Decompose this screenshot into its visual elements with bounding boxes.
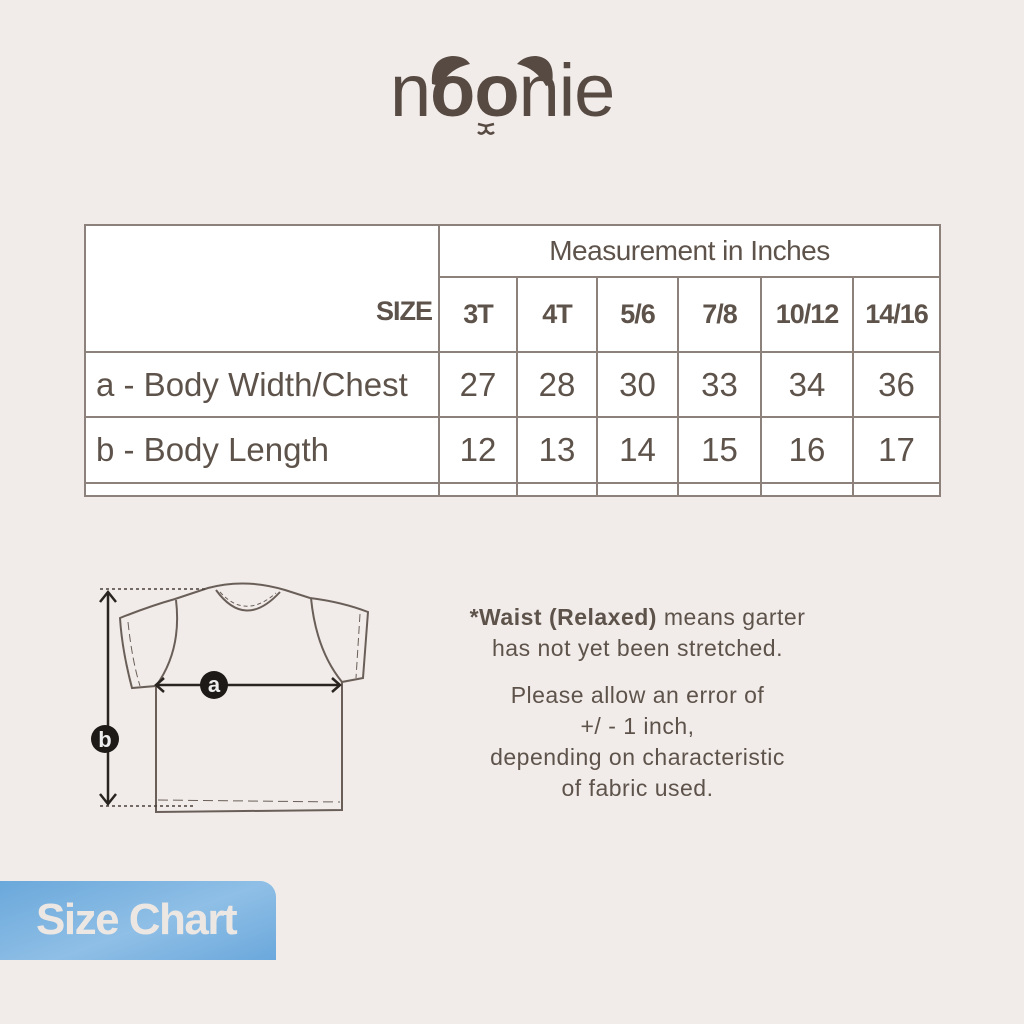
marker-b-icon — [91, 725, 119, 753]
table-cell: 28 — [516, 351, 598, 418]
error-note: Please allow an error of — [510, 682, 765, 708]
table-row-empty — [84, 482, 941, 497]
table-cell: 33 — [677, 351, 762, 418]
table-cell: 36 — [852, 351, 941, 418]
table-cell: 13 — [516, 416, 598, 484]
panda-face-icon — [431, 56, 553, 135]
brand-logo: noonie — [390, 50, 640, 145]
size-column-header: 7/8 — [677, 276, 762, 353]
table-cell: 17 — [852, 416, 941, 484]
size-chart-badge: Size Chart — [0, 881, 276, 960]
measurement-header: Measurement in Inches — [438, 224, 941, 278]
marker-a-icon — [200, 671, 228, 699]
size-header: SIZE — [84, 224, 440, 353]
marker-b-label: b — [98, 727, 111, 752]
size-column-header: 14/16 — [852, 276, 941, 353]
tshirt-diagram: a b — [91, 582, 370, 814]
error-note: of fabric used. — [561, 775, 714, 801]
table-cell: 14 — [596, 416, 679, 484]
table-cell: 15 — [677, 416, 762, 484]
waist-note: *Waist (Relaxed) means garter — [469, 604, 806, 630]
table-cell: 34 — [760, 351, 854, 418]
marker-a-label: a — [208, 672, 221, 697]
size-table: SIZE Measurement in Inches 3T 4T 5/6 7/8… — [84, 224, 941, 497]
size-column-header: 4T — [516, 276, 598, 353]
row-label: b - Body Length — [84, 416, 440, 484]
error-note: +/ - 1 inch, — [580, 713, 695, 739]
size-column-header: 10/12 — [760, 276, 854, 353]
waist-note-line2: has not yet been stretched. — [492, 635, 783, 661]
table-cell: 16 — [760, 416, 854, 484]
notes: *Waist (Relaxed) means garter has not ye… — [400, 602, 875, 804]
row-label: a - Body Width/Chest — [84, 351, 440, 418]
logo-text: noonie — [390, 49, 615, 132]
table-cell: 12 — [438, 416, 518, 484]
table-cell: 27 — [438, 351, 518, 418]
table-row: a - Body Width/Chest 27 28 30 33 34 36 — [84, 351, 941, 418]
table-cell: 30 — [596, 351, 679, 418]
error-note: depending on characteristic — [490, 744, 785, 770]
size-column-header: 5/6 — [596, 276, 679, 353]
size-column-header: 3T — [438, 276, 518, 353]
table-row: b - Body Length 12 13 14 15 16 17 — [84, 416, 941, 484]
